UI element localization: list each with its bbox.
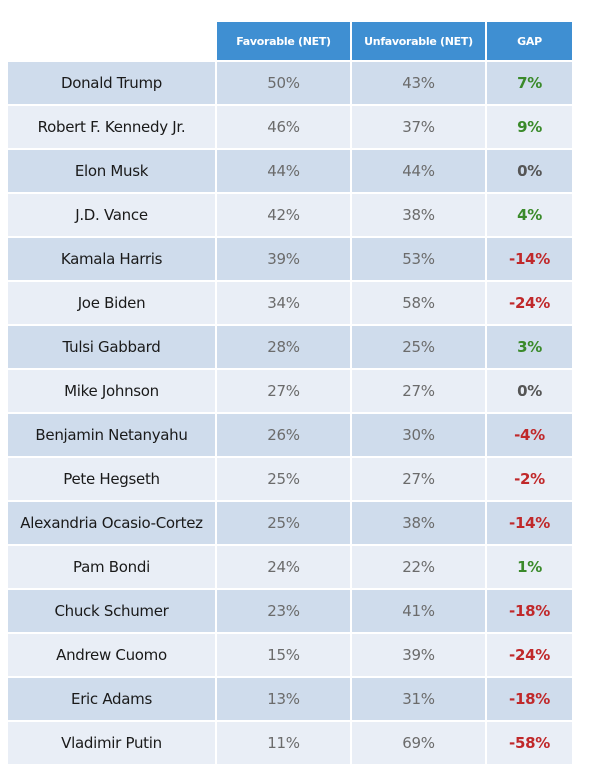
favorable-cell: 24% — [217, 546, 350, 588]
favorable-cell: 11% — [217, 722, 350, 764]
person-name: Donald Trump — [8, 62, 215, 104]
column-header: GAP — [487, 22, 572, 60]
unfavorable-cell: 53% — [352, 238, 485, 280]
unfavorable-cell: 31% — [352, 678, 485, 720]
gap-cell: -18% — [487, 678, 572, 720]
table-row: Tulsi Gabbard 28% 25% 3% — [8, 326, 572, 368]
gap-cell: -18% — [487, 590, 572, 632]
favorable-cell: 42% — [217, 194, 350, 236]
unfavorable-cell: 27% — [352, 458, 485, 500]
person-name: J.D. Vance — [8, 194, 215, 236]
person-name: Robert F. Kennedy Jr. — [8, 106, 215, 148]
column-header: Unfavorable (NET) — [352, 22, 485, 60]
unfavorable-cell: 37% — [352, 106, 485, 148]
table-head: Favorable (NET) Unfavorable (NET) GAP — [8, 22, 572, 60]
unfavorable-cell: 22% — [352, 546, 485, 588]
gap-cell: 9% — [487, 106, 572, 148]
gap-cell: 0% — [487, 150, 572, 192]
gap-cell: 3% — [487, 326, 572, 368]
favorable-cell: 25% — [217, 458, 350, 500]
blank-header — [8, 22, 215, 60]
favorable-cell: 23% — [217, 590, 350, 632]
gap-cell: 7% — [487, 62, 572, 104]
person-name: Pam Bondi — [8, 546, 215, 588]
person-name: Andrew Cuomo — [8, 634, 215, 676]
gap-cell: -4% — [487, 414, 572, 456]
unfavorable-cell: 39% — [352, 634, 485, 676]
column-header: Favorable (NET) — [217, 22, 350, 60]
table-row: Elon Musk 44% 44% 0% — [8, 150, 572, 192]
favorable-cell: 27% — [217, 370, 350, 412]
gap-cell: -14% — [487, 238, 572, 280]
table-body: Donald Trump 50% 43% 7% Robert F. Kennedy Jr… — [8, 62, 572, 764]
favorable-cell: 15% — [217, 634, 350, 676]
person-name: Chuck Schumer — [8, 590, 215, 632]
unfavorable-cell: 38% — [352, 194, 485, 236]
header-row: Favorable (NET) Unfavorable (NET) GAP — [8, 22, 572, 60]
favorable-cell: 44% — [217, 150, 350, 192]
table-row: Donald Trump 50% 43% 7% — [8, 62, 572, 104]
table-row: Andrew Cuomo 15% 39% -24% — [8, 634, 572, 676]
person-name: Benjamin Netanyahu — [8, 414, 215, 456]
person-name: Alexandria Ocasio-Cortez — [8, 502, 215, 544]
person-name: Elon Musk — [8, 150, 215, 192]
table-row: Kamala Harris 39% 53% -14% — [8, 238, 572, 280]
person-name: Vladimir Putin — [8, 722, 215, 764]
table-row: J.D. Vance 42% 38% 4% — [8, 194, 572, 236]
favorable-cell: 13% — [217, 678, 350, 720]
unfavorable-cell: 43% — [352, 62, 485, 104]
favorable-cell: 28% — [217, 326, 350, 368]
gap-cell: -2% — [487, 458, 572, 500]
gap-cell: 4% — [487, 194, 572, 236]
table-container: Favorable (NET) Unfavorable (NET) GAP Dona… — [6, 20, 574, 766]
gap-cell: -24% — [487, 282, 572, 324]
favorability-table: Favorable (NET) Unfavorable (NET) GAP Dona… — [6, 20, 574, 766]
person-name: Tulsi Gabbard — [8, 326, 215, 368]
table-row: Mike Johnson 27% 27% 0% — [8, 370, 572, 412]
person-name: Kamala Harris — [8, 238, 215, 280]
gap-cell: -24% — [487, 634, 572, 676]
table-row: Robert F. Kennedy Jr. 46% 37% 9% — [8, 106, 572, 148]
favorable-cell: 26% — [217, 414, 350, 456]
gap-cell: 1% — [487, 546, 572, 588]
favorable-cell: 39% — [217, 238, 350, 280]
table-row: Eric Adams 13% 31% -18% — [8, 678, 572, 720]
table-row: Pam Bondi 24% 22% 1% — [8, 546, 572, 588]
table-row: Vladimir Putin 11% 69% -58% — [8, 722, 572, 764]
table-row: Pete Hegseth 25% 27% -2% — [8, 458, 572, 500]
unfavorable-cell: 25% — [352, 326, 485, 368]
unfavorable-cell: 38% — [352, 502, 485, 544]
gap-cell: 0% — [487, 370, 572, 412]
gap-cell: -58% — [487, 722, 572, 764]
person-name: Joe Biden — [8, 282, 215, 324]
unfavorable-cell: 27% — [352, 370, 485, 412]
person-name: Pete Hegseth — [8, 458, 215, 500]
favorable-cell: 34% — [217, 282, 350, 324]
favorable-cell: 25% — [217, 502, 350, 544]
unfavorable-cell: 44% — [352, 150, 485, 192]
person-name: Mike Johnson — [8, 370, 215, 412]
favorable-cell: 46% — [217, 106, 350, 148]
favorable-cell: 50% — [217, 62, 350, 104]
table-row: Chuck Schumer 23% 41% -18% — [8, 590, 572, 632]
unfavorable-cell: 41% — [352, 590, 485, 632]
table-row: Alexandria Ocasio-Cortez 25% 38% -14% — [8, 502, 572, 544]
unfavorable-cell: 69% — [352, 722, 485, 764]
unfavorable-cell: 30% — [352, 414, 485, 456]
unfavorable-cell: 58% — [352, 282, 485, 324]
gap-cell: -14% — [487, 502, 572, 544]
table-row: Joe Biden 34% 58% -24% — [8, 282, 572, 324]
table-row: Benjamin Netanyahu 26% 30% -4% — [8, 414, 572, 456]
person-name: Eric Adams — [8, 678, 215, 720]
